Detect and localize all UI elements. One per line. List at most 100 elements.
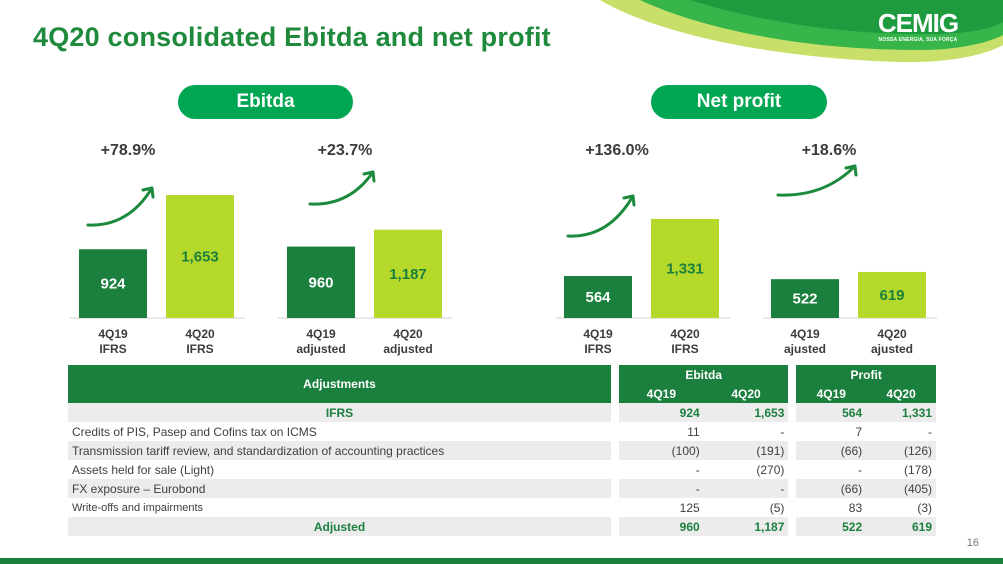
bar-charts: 9244Q19IFRS1,6534Q20IFRS+78.9%9604Q19adj… <box>70 142 937 356</box>
bar-value-label: 960 <box>308 274 333 291</box>
category-label: 4Q20 <box>670 327 700 341</box>
category-label: adjusted <box>296 342 345 356</box>
bar-value-label: 924 <box>100 276 126 293</box>
ebitda-4q19-header: 4Q19 <box>618 384 704 403</box>
category-label: 4Q19 <box>98 327 128 341</box>
table-cell: (126) <box>866 441 936 460</box>
table-cell: - <box>858 462 863 477</box>
bar-value-label: 522 <box>792 291 817 308</box>
table-cell: 7 <box>855 424 863 439</box>
table-cell: 1,187 <box>703 517 789 536</box>
category-label: 4Q19 <box>790 327 820 341</box>
table-cell: (100) <box>618 441 704 460</box>
bar-value-label: 1,331 <box>666 260 704 277</box>
bar <box>564 276 632 318</box>
category-label: 4Q19 <box>583 327 613 341</box>
bar-value-label: 1,187 <box>389 266 427 283</box>
adjustments-table: Adjustments Ebitda Profit 4Q19 4Q20 4Q19… <box>68 365 936 536</box>
table-cell: (66) <box>796 479 867 498</box>
footer-bar <box>0 558 1003 564</box>
table-cell: 125 <box>679 500 700 515</box>
arrow-head-icon <box>622 194 636 207</box>
table-row: IFRS 924 1,653 564 1,331 <box>68 403 936 422</box>
category-label: IFRS <box>671 342 698 356</box>
category-label: IFRS <box>186 342 213 356</box>
table-row: Write-offs and impairments 125 (5) 83 (3) <box>68 498 936 517</box>
table-cell: (5) <box>769 500 785 515</box>
change-percent-label: +23.7% <box>318 142 373 159</box>
category-label: ajusted <box>784 342 826 356</box>
row-label: FX exposure – Eurobond <box>68 479 612 498</box>
table-row: Assets held for sale (Light) - (270) - (178) <box>68 460 936 479</box>
table-row: Adjusted 960 1,187 522 619 <box>68 517 936 536</box>
bar <box>79 249 147 318</box>
change-percent-label: +18.6% <box>802 142 857 159</box>
bar <box>858 271 926 318</box>
table-cell: 1,653 <box>703 403 789 422</box>
arrow-head-icon <box>844 164 858 177</box>
bar <box>166 195 234 318</box>
table-cell: (405) <box>866 479 936 498</box>
growth-arrow-icon <box>776 164 857 197</box>
table-cell: 1,331 <box>866 403 936 422</box>
table-row: Transmission tariff review, and standard… <box>68 441 936 460</box>
change-percent-label: +136.0% <box>585 142 649 159</box>
row-label: Write-offs and impairments <box>72 501 204 514</box>
table-cell: 522 <box>796 517 867 536</box>
bar-value-label: 619 <box>879 287 904 304</box>
ebitda-4q20-header: 4Q20 <box>703 384 789 403</box>
change-percent-label: +78.9% <box>101 142 156 159</box>
category-label: IFRS <box>584 342 611 356</box>
table-cell: 83 <box>848 500 863 515</box>
table-cell: 619 <box>866 517 936 536</box>
category-label: 4Q20 <box>877 327 907 341</box>
table-cell: 11 <box>687 424 700 439</box>
bar <box>374 229 442 318</box>
table-cell: - <box>928 424 932 439</box>
table-cell: (191) <box>703 441 789 460</box>
table-cell: 924 <box>618 403 704 422</box>
cemig-logo: CEMIG NOSSA ENERGIA, SUA FORÇA <box>868 9 968 43</box>
row-label: Credits of PIS, Pasep and Cofins tax on … <box>72 424 317 439</box>
bar <box>651 218 719 318</box>
bar-value-label: 564 <box>585 289 611 306</box>
category-label: 4Q20 <box>393 327 423 341</box>
table-cell: - <box>703 479 789 498</box>
row-label: IFRS <box>68 403 612 422</box>
net-profit-section-pill: Net profit <box>651 85 827 119</box>
table-cell: 564 <box>796 403 867 422</box>
row-label: Assets held for sale (Light) <box>72 462 215 477</box>
category-label: IFRS <box>99 342 126 356</box>
table-cell: - <box>695 462 700 477</box>
profit-4q19-header: 4Q19 <box>796 384 867 403</box>
growth-arrow-icon <box>566 194 635 238</box>
table-cell: (270) <box>756 462 785 477</box>
table-cell: - <box>780 424 785 439</box>
growth-arrow-icon <box>308 170 375 206</box>
table-row: Credits of PIS, Pasep and Cofins tax on … <box>68 422 936 441</box>
adjustments-header: Adjustments <box>68 365 612 403</box>
row-label: Adjusted <box>68 517 612 536</box>
bar-value-label: 1,653 <box>181 249 219 266</box>
bar <box>287 246 355 318</box>
category-label: 4Q19 <box>306 327 336 341</box>
table-cell: (66) <box>796 441 867 460</box>
logo-brand: CEMIG <box>877 8 959 38</box>
row-label: Transmission tariff review, and standard… <box>68 441 612 460</box>
category-label: 4Q20 <box>185 327 215 341</box>
page-number: 16 <box>966 537 979 549</box>
table-cell: 960 <box>618 517 704 536</box>
bar <box>771 279 839 318</box>
ebitda-group-header: Ebitda <box>618 365 789 384</box>
table-row: FX exposure – Eurobond - - (66) (405) <box>68 479 936 498</box>
growth-arrow-icon <box>86 186 154 227</box>
category-label: adjusted <box>383 342 432 356</box>
arrow-head-icon <box>141 186 155 199</box>
logo-tagline: NOSSA ENERGIA, SUA FORÇA <box>878 37 958 43</box>
ebitda-section-pill: Ebitda <box>178 85 353 119</box>
table-cell: (178) <box>903 462 932 477</box>
profit-4q20-header: 4Q20 <box>866 384 936 403</box>
category-label: ajusted <box>871 342 913 356</box>
page-title: 4Q20 consolidated Ebitda and net profit <box>33 22 551 52</box>
